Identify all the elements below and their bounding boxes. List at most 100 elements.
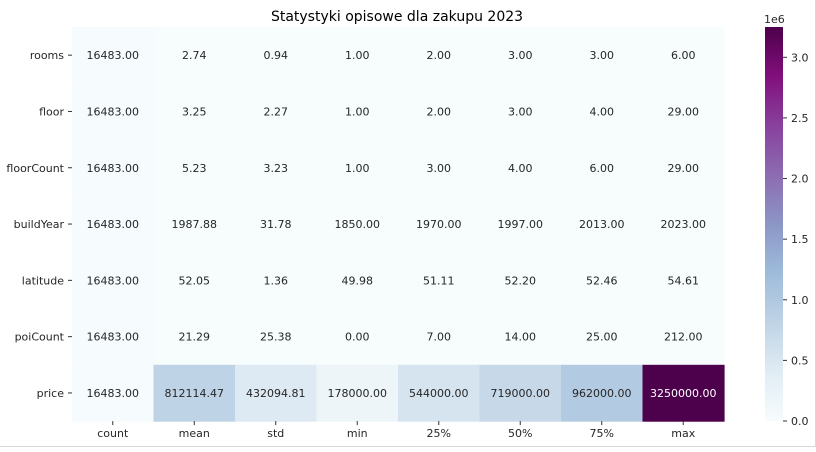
heatmap-cell: [561, 252, 644, 310]
heatmap-cell: [72, 83, 155, 141]
cell-value-label: 16483.00: [87, 105, 140, 118]
column-label: 50%: [508, 427, 532, 440]
heatmap-cell: [153, 364, 236, 422]
heatmap-cell: [561, 27, 644, 84]
colorbar-offset-label: 1e6: [764, 13, 785, 26]
cell-value-label: 4.00: [508, 162, 533, 175]
cell-value-label: 52.05: [179, 274, 211, 287]
colorbar-tick-label: 0.0: [791, 415, 809, 428]
heatmap-cell: [642, 252, 725, 310]
row-label: floorCount: [6, 162, 64, 175]
cell-value-label: 6.00: [671, 49, 696, 62]
cell-value-label: 54.61: [668, 274, 700, 287]
cell-value-label: 1850.00: [335, 218, 381, 231]
heatmap-cell: [479, 195, 562, 253]
cell-value-label: 962000.00: [572, 387, 632, 400]
cell-value-label: 1.36: [264, 274, 289, 287]
heatmap-cell: [316, 308, 399, 366]
row-label: rooms: [30, 49, 64, 62]
heatmap-cell: [398, 252, 481, 310]
chart-title: Statystyki opisowe dla zakupu 2023: [271, 9, 523, 25]
cell-value-label: 1970.00: [416, 218, 462, 231]
heatmap-cells: 16483.00 2.74 0.94 1.00 2.00 3.00 3.00 6.00 1648…: [72, 27, 725, 422]
colorbar-tick-label: 2.0: [791, 173, 809, 186]
heatmap-cell: [316, 139, 399, 197]
cell-value-label: 16483.00: [87, 331, 140, 344]
heatmap-cell: [235, 308, 318, 366]
cell-value-label: 212.00: [664, 331, 703, 344]
cell-value-label: 3250000.00: [650, 387, 716, 400]
cell-value-label: 29.00: [668, 162, 700, 175]
heatmap-cell: [72, 252, 155, 310]
heatmap-cell: [316, 83, 399, 141]
heatmap-cell: [561, 364, 644, 422]
heatmap-cell: [398, 27, 481, 84]
cell-value-label: 21.29: [179, 331, 211, 344]
heatmap-cell: [235, 83, 318, 141]
row-labels: rooms floor floorCount buildYear latitude poi…: [6, 49, 72, 400]
cell-value-label: 0.94: [264, 49, 289, 62]
cell-value-label: 544000.00: [409, 387, 469, 400]
cell-value-label: 1.00: [345, 162, 370, 175]
cell-value-label: 16483.00: [87, 162, 140, 175]
heatmap-cell: [235, 364, 318, 422]
cell-value-label: 7.00: [427, 331, 452, 344]
row-label: poiCount: [15, 331, 65, 344]
cell-value-label: 3.25: [182, 105, 207, 118]
colorbar: 1e6 0.0 0.5 1.0 1.5 2.0 2.5 3.0: [764, 13, 809, 428]
column-label: min: [347, 427, 368, 440]
cell-value-label: 16483.00: [87, 387, 140, 400]
cell-value-label: 2.00: [427, 105, 452, 118]
cell-value-label: 16483.00: [87, 49, 140, 62]
cell-value-label: 2023.00: [661, 218, 707, 231]
cell-value-label: 3.00: [590, 49, 615, 62]
cell-value-label: 812114.47: [165, 387, 225, 400]
cell-value-label: 3.00: [508, 105, 533, 118]
heatmap-cell: [642, 139, 725, 197]
heatmap-cell: [153, 139, 236, 197]
cell-value-label: 49.98: [342, 274, 374, 287]
heatmap-cell: [153, 252, 236, 310]
heatmap-cell: [479, 364, 562, 422]
heatmap-cell: [561, 195, 644, 253]
colorbar-gradient: [765, 27, 783, 421]
heatmap-cell: [316, 364, 399, 422]
row-label: latitude: [22, 274, 64, 287]
heatmap-cell: [642, 364, 725, 422]
row-label: buildYear: [14, 218, 65, 231]
cell-value-label: 2.74: [182, 49, 207, 62]
heatmap-cell: [72, 139, 155, 197]
colorbar-tick-label: 3.0: [791, 51, 809, 64]
column-label: 25%: [427, 427, 451, 440]
heatmap-cell: [235, 139, 318, 197]
cell-value-label: 25.38: [260, 331, 292, 344]
heatmap-cell: [479, 252, 562, 310]
cell-value-label: 3.23: [264, 162, 289, 175]
cell-value-label: 5.23: [182, 162, 207, 175]
column-label: mean: [179, 427, 210, 440]
heatmap-cell: [642, 308, 725, 366]
cell-value-label: 3.00: [427, 162, 452, 175]
heatmap-cell: [316, 27, 399, 84]
heatmap-cell: [235, 27, 318, 84]
heatmap-cell: [479, 27, 562, 84]
cell-value-label: 1.00: [345, 49, 370, 62]
heatmap-cell: [72, 27, 155, 84]
cell-value-label: 178000.00: [328, 387, 388, 400]
heatmap-cell: [479, 83, 562, 141]
cell-value-label: 1.00: [345, 105, 370, 118]
heatmap-cell: [479, 308, 562, 366]
row-label: floor: [39, 105, 64, 118]
heatmap-cell: [642, 27, 725, 84]
column-label: count: [97, 427, 129, 440]
cell-value-label: 6.00: [590, 162, 615, 175]
cell-value-label: 719000.00: [491, 387, 551, 400]
heatmap-cell: [398, 364, 481, 422]
cell-value-label: 16483.00: [87, 274, 140, 287]
heatmap-cell: [153, 83, 236, 141]
column-label: max: [671, 427, 695, 440]
heatmap-cell: [642, 195, 725, 253]
cell-value-label: 29.00: [668, 105, 700, 118]
colorbar-tick-label: 2.5: [791, 112, 809, 125]
